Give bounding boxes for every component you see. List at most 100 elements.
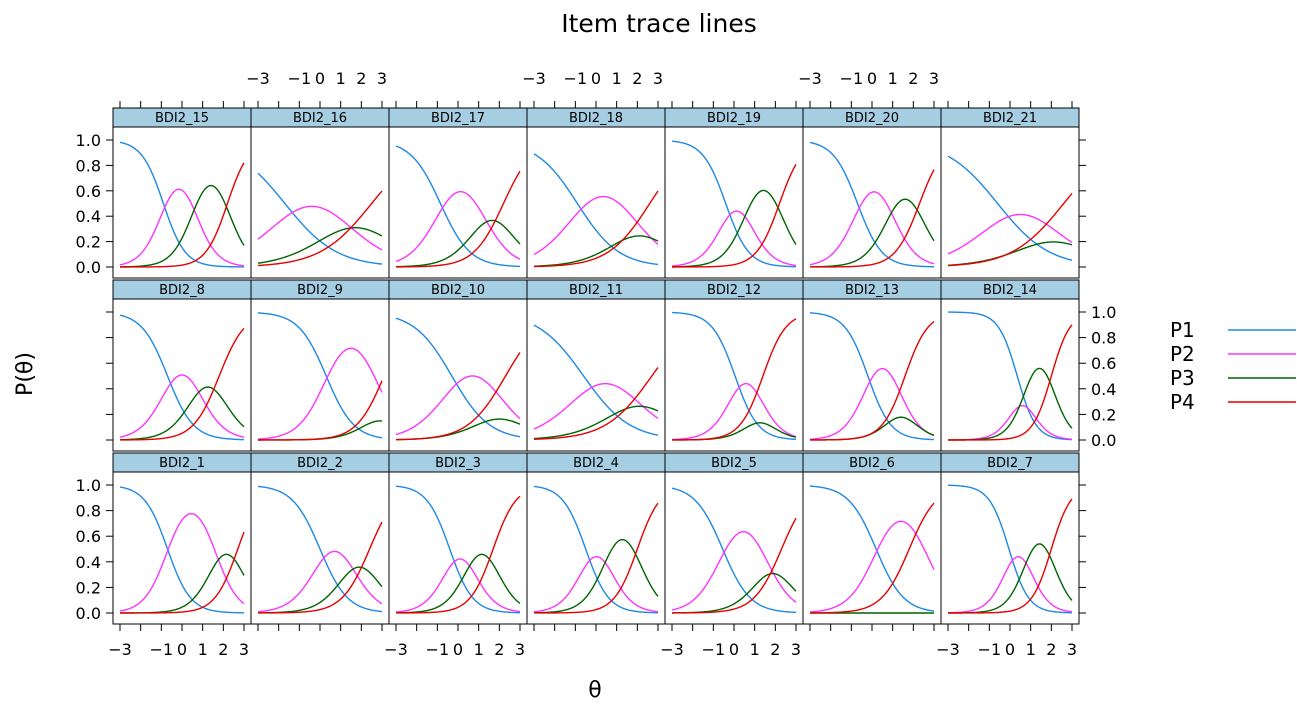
- x-tick-label: 2: [908, 69, 918, 88]
- trace-BDI2_14-P3: [947, 367, 1073, 441]
- panel-BDI2_11: BDI2_11: [526, 279, 666, 452]
- trace-BDI2_20-P2: [809, 191, 935, 266]
- trace-BDI2_5-P2: [671, 530, 797, 611]
- x-tick-label: 0: [315, 69, 325, 88]
- strip-label-BDI2_21: BDI2_21: [983, 111, 1037, 126]
- panel-BDI2_3: BDI2_3: [388, 452, 528, 625]
- panel-frame-BDI2_18: [526, 126, 666, 279]
- strip-label-BDI2_16: BDI2_16: [293, 111, 347, 126]
- strip-label-BDI2_8: BDI2_8: [159, 283, 205, 298]
- strip-label-BDI2_2: BDI2_2: [297, 456, 343, 471]
- x-tick-label: 2: [356, 69, 366, 88]
- trace-BDI2_21-P1: [947, 155, 1073, 261]
- strip-label-BDI2_14: BDI2_14: [983, 283, 1037, 298]
- x-tick-label: −1: [564, 69, 588, 88]
- trace-BDI2_8-P1: [119, 314, 245, 441]
- trace-BDI2_6-P1: [809, 485, 935, 612]
- trace-BDI2_17-P3: [395, 219, 521, 268]
- trace-BDI2_15-P2: [119, 188, 245, 267]
- trace-BDI2_17-P2: [395, 190, 521, 263]
- strip-label-BDI2_13: BDI2_13: [845, 283, 899, 298]
- trace-BDI2_13-P4: [809, 320, 935, 441]
- y-tick-label: 0.6: [76, 527, 101, 546]
- panel-frame-BDI2_21: [940, 126, 1080, 279]
- trace-BDI2_16-P2: [257, 205, 383, 251]
- trace-BDI2_8-P3: [119, 386, 245, 441]
- strip-label-BDI2_12: BDI2_12: [707, 283, 761, 298]
- trace-BDI2_16-P3: [257, 226, 383, 264]
- trace-BDI2_14-P1: [947, 311, 1073, 441]
- panel-BDI2_4: BDI2_4: [526, 452, 666, 625]
- panel-BDI2_10: BDI2_10: [388, 279, 528, 452]
- y-tick-label: 0.8: [1091, 329, 1116, 348]
- trace-BDI2_4-P3: [533, 538, 659, 614]
- panel-frame-BDI2_1: [112, 471, 252, 625]
- trace-BDI2_16-P1: [257, 172, 383, 265]
- trace-BDI2_2-P1: [257, 485, 383, 613]
- trace-BDI2_6-P4: [810, 502, 935, 614]
- y-tick-label: 0.4: [76, 207, 101, 226]
- trace-BDI2_11-P1: [533, 324, 659, 436]
- strip-label-BDI2_7: BDI2_7: [987, 456, 1033, 471]
- x-tick-label: 3: [929, 69, 939, 88]
- trace-BDI2_19-P4: [672, 163, 797, 268]
- y-tick-label: 0.2: [1091, 405, 1116, 424]
- trace-BDI2_6-P2: [809, 520, 935, 613]
- panel-frame-BDI2_6: [802, 471, 942, 625]
- trace-BDI2_19-P3: [671, 189, 797, 268]
- y-tick-label: 0.0: [1091, 431, 1116, 450]
- trace-BDI2_18-P3: [533, 235, 659, 267]
- y-tick-label: 0.2: [76, 578, 101, 597]
- trace-BDI2_7-P1: [947, 484, 1073, 614]
- x-tick-label: 0: [591, 69, 601, 88]
- legend-label-P4: P4: [1170, 390, 1195, 414]
- panel-BDI2_8: BDI2_8: [112, 279, 252, 452]
- panel-BDI2_6: BDI2_6: [802, 452, 942, 625]
- trace-BDI2_19-P2: [671, 210, 797, 267]
- x-tick-label: 3: [515, 640, 525, 659]
- strip-label-BDI2_11: BDI2_11: [569, 283, 623, 298]
- panel-frame-BDI2_15: [112, 126, 252, 279]
- trace-BDI2_13-P2: [809, 367, 935, 440]
- trace-BDI2_12-P2: [671, 382, 797, 441]
- trace-BDI2_20-P4: [810, 169, 935, 268]
- x-tick-label: 0: [867, 69, 877, 88]
- trace-BDI2_15-P3: [119, 184, 245, 268]
- trace-BDI2_4-P1: [533, 485, 659, 614]
- trace-BDI2_8-P4: [120, 327, 245, 441]
- trace-BDI2_7-P4: [948, 498, 1073, 614]
- x-tick-label: 3: [1067, 640, 1077, 659]
- trace-BDI2_3-P1: [395, 485, 521, 614]
- panel-BDI2_2: BDI2_2: [250, 452, 390, 625]
- panel-frame-BDI2_17: [388, 126, 528, 279]
- strip-label-BDI2_15: BDI2_15: [155, 111, 209, 126]
- x-tick-label: 1: [474, 640, 484, 659]
- y-tick-label: 0.4: [1091, 380, 1116, 399]
- panel-grid: BDI2_15 BDI2_16 BDI2_17 BDI2_18 BDI2_19 BDI2_…: [76, 69, 1117, 659]
- y-tick-label: 0.6: [76, 182, 101, 201]
- strip-label-BDI2_4: BDI2_4: [573, 456, 619, 471]
- trace-BDI2_2-P3: [257, 566, 383, 614]
- y-tick-label: 1.0: [1091, 303, 1116, 322]
- y-tick-label: 0.8: [76, 502, 101, 521]
- trace-BDI2_21-P2: [947, 213, 1073, 255]
- trace-BDI2_7-P2: [947, 555, 1073, 614]
- x-tick-label: 0: [729, 640, 739, 659]
- trace-BDI2_1-P2: [119, 512, 245, 612]
- trace-BDI2_11-P4: [533, 366, 659, 440]
- x-tick-label: 2: [218, 640, 228, 659]
- panel-frame-BDI2_9: [250, 298, 390, 452]
- strip-label-BDI2_6: BDI2_6: [849, 456, 895, 471]
- trace-BDI2_3-P4: [396, 495, 521, 614]
- panel-BDI2_14: BDI2_14: [940, 279, 1080, 452]
- panel-BDI2_15: BDI2_15: [112, 107, 252, 279]
- trace-BDI2_14-P4: [948, 324, 1073, 441]
- x-axis-label: θ: [588, 678, 601, 703]
- x-tick-label: 2: [770, 640, 780, 659]
- panel-BDI2_20: BDI2_20: [802, 107, 942, 279]
- panel-frame-BDI2_16: [250, 126, 390, 279]
- strip-label-BDI2_5: BDI2_5: [711, 456, 757, 471]
- panel-BDI2_13: BDI2_13: [802, 279, 942, 452]
- trace-BDI2_20-P1: [809, 141, 935, 268]
